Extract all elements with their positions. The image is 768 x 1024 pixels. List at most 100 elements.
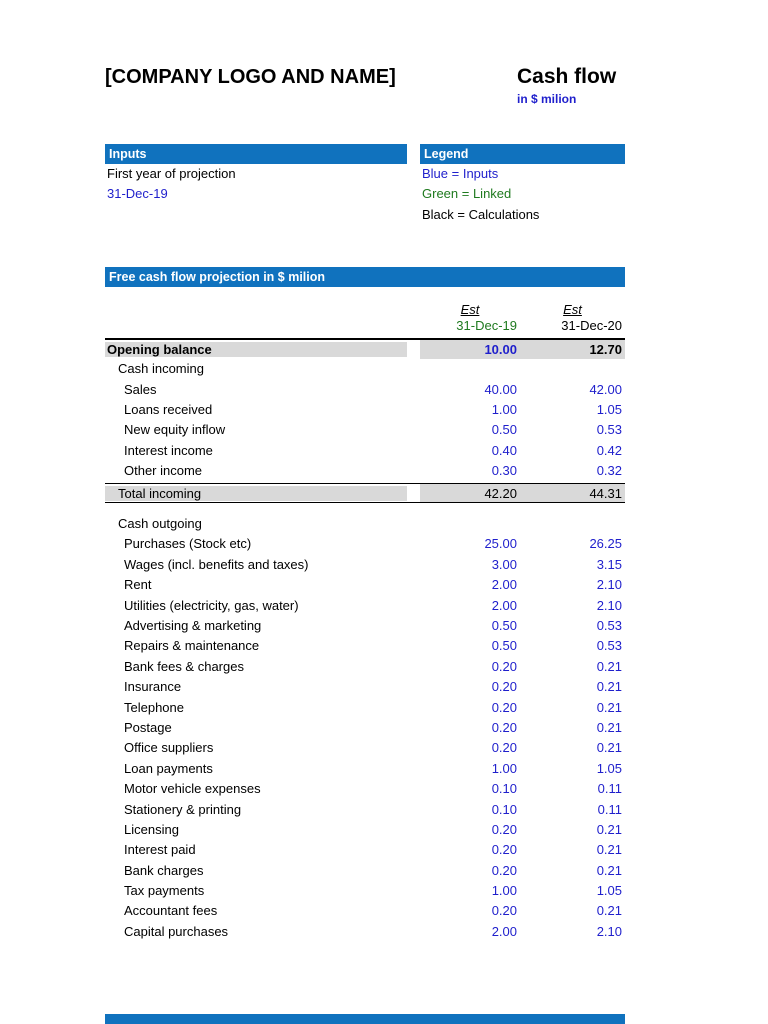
row-label: Office suppliers xyxy=(124,740,214,756)
row-label: Sales xyxy=(124,381,157,397)
table-row: Loans received 1.00 1.05 xyxy=(105,399,625,419)
col-header-est-y1: Est xyxy=(460,302,480,317)
row-value-y1: 42.20 xyxy=(484,485,517,501)
row-value-y1: 0.20 xyxy=(491,658,517,674)
table-row: Postage 0.20 0.21 xyxy=(105,717,625,737)
doc-title: Cash flow xyxy=(517,65,617,88)
row-value-y1: 40.00 xyxy=(484,381,517,397)
row-label: Stationery & printing xyxy=(124,801,242,817)
row-value-y1: 0.50 xyxy=(491,422,517,438)
table-row: Motor vehicle expenses 0.10 0.11 xyxy=(105,778,625,798)
row-value-y1: 0.20 xyxy=(491,679,517,695)
table-row: Insurance 0.20 0.21 xyxy=(105,676,625,696)
row-label: Purchases (Stock etc) xyxy=(124,536,252,552)
row-label: Advertising & marketing xyxy=(124,617,262,633)
legend-header-bar: Legend xyxy=(420,144,625,164)
row-value-y2: 44.31 xyxy=(589,485,622,501)
row-value-y1: 0.20 xyxy=(491,903,517,919)
row-label: Utilities (electricity, gas, water) xyxy=(124,597,299,613)
row-value-y2: 0.21 xyxy=(596,719,622,735)
cash-flow-table: Free cash flow projection in $ milion Es… xyxy=(105,267,625,942)
row-value-y2: 0.53 xyxy=(596,422,622,438)
row-label: Insurance xyxy=(124,679,182,695)
row-label: Total incoming xyxy=(105,485,407,501)
table-row: Stationery & printing 0.10 0.11 xyxy=(105,799,625,819)
row-value-y1: 0.10 xyxy=(491,781,517,797)
row-label: Licensing xyxy=(124,821,179,837)
column-header-dates-row: 31-Dec-19 31-Dec-20 xyxy=(105,317,625,334)
column-header-est-row: Est Est xyxy=(105,302,625,317)
table-row: Purchases (Stock etc) 25.00 26.25 xyxy=(105,534,625,554)
row-label: New equity inflow xyxy=(124,422,226,438)
row-value-y1: 0.30 xyxy=(491,463,517,479)
table-row: Telephone 0.20 0.21 xyxy=(105,697,625,717)
row-value-y2: 0.42 xyxy=(596,442,622,458)
row-value-y1: 2.00 xyxy=(491,597,517,613)
row-value-y1: 0.20 xyxy=(491,740,517,756)
row-value-y1: 1.00 xyxy=(491,883,517,899)
row-value-y1: 0.10 xyxy=(491,801,517,817)
row-value-y2: 0.21 xyxy=(596,821,622,837)
row-value-y1: 3.00 xyxy=(491,556,517,572)
row-label: Postage xyxy=(124,719,172,735)
inputs-description: First year of projection xyxy=(107,166,236,181)
row-label: Tax payments xyxy=(124,883,205,899)
row-label: Other income xyxy=(124,463,203,479)
row-value-y1: 0.20 xyxy=(491,821,517,837)
total-incoming-row: Total incoming 42.20 44.31 xyxy=(105,482,625,504)
table-row: Bank fees & charges 0.20 0.21 xyxy=(105,656,625,676)
row-value-y2: 0.21 xyxy=(596,903,622,919)
legend-panel: Legend Blue = Inputs Green = Linked Blac… xyxy=(420,144,625,225)
row-value-y2: 0.21 xyxy=(596,740,622,756)
row-label: Loan payments xyxy=(124,760,213,776)
page-header: [COMPANY LOGO AND NAME] Cash flow in $ m… xyxy=(105,65,625,107)
row-value-y2: 0.21 xyxy=(596,862,622,878)
row-value-y2: 3.15 xyxy=(596,556,622,572)
doc-subtitle: in $ milion xyxy=(517,92,577,106)
row-value-y1: 0.50 xyxy=(491,638,517,654)
section-cash-incoming: Cash incoming xyxy=(105,359,625,379)
row-value-y1: 1.00 xyxy=(491,401,517,417)
row-label: Repairs & maintenance xyxy=(124,638,260,654)
table-row: Bank charges 0.20 0.21 xyxy=(105,860,625,880)
table-title-bar: Free cash flow projection in $ milion xyxy=(105,267,625,287)
row-value-y1: 0.20 xyxy=(491,719,517,735)
row-label: Capital purchases xyxy=(124,923,229,939)
row-label: Loans received xyxy=(124,401,213,417)
legend-item-green: Green = Linked xyxy=(422,186,512,202)
table-row: Utilities (electricity, gas, water) 2.00… xyxy=(105,595,625,615)
table-row: Sales 40.00 42.00 xyxy=(105,379,625,399)
row-value-y1: 10.00 xyxy=(484,341,517,357)
row-value-y2: 0.53 xyxy=(596,617,622,633)
row-value-y2: 2.10 xyxy=(596,577,622,593)
row-value-y1: 0.50 xyxy=(491,617,517,633)
inputs-first-year-value: 31-Dec-19 xyxy=(107,186,168,202)
table-row: Capital purchases 2.00 2.10 xyxy=(105,921,625,941)
legend-item-blue: Blue = Inputs xyxy=(422,166,499,181)
row-value-y2: 0.21 xyxy=(596,699,622,715)
row-value-y1: 25.00 xyxy=(484,536,517,552)
table-row: Other income 0.30 0.32 xyxy=(105,460,625,480)
inputs-panel: Inputs First year of projection 31-Dec-1… xyxy=(105,144,407,205)
row-value-y2: 2.10 xyxy=(596,597,622,613)
row-value-y2: 42.00 xyxy=(589,381,622,397)
section-cash-outgoing: Cash outgoing xyxy=(105,513,625,533)
panels-row: Inputs First year of projection 31-Dec-1… xyxy=(105,144,625,225)
row-value-y1: 2.00 xyxy=(491,923,517,939)
table-row: Rent 2.00 2.10 xyxy=(105,575,625,595)
table-row: Accountant fees 0.20 0.21 xyxy=(105,901,625,921)
row-label: Interest income xyxy=(124,442,213,458)
row-label: Opening balance xyxy=(105,341,407,357)
table-row: Licensing 0.20 0.21 xyxy=(105,819,625,839)
table-row: Loan payments 1.00 1.05 xyxy=(105,758,625,778)
row-value-y2: 1.05 xyxy=(596,760,622,776)
table-row: Tax payments 1.00 1.05 xyxy=(105,880,625,900)
col-header-year2: 31-Dec-20 xyxy=(561,318,622,333)
row-value-y1: 0.40 xyxy=(491,442,517,458)
row-value-y2: 12.70 xyxy=(589,341,622,357)
table-row: Interest paid 0.20 0.21 xyxy=(105,840,625,860)
row-value-y1: 0.20 xyxy=(491,842,517,858)
row-value-y2: 0.21 xyxy=(596,658,622,674)
row-value-y1: 2.00 xyxy=(491,577,517,593)
